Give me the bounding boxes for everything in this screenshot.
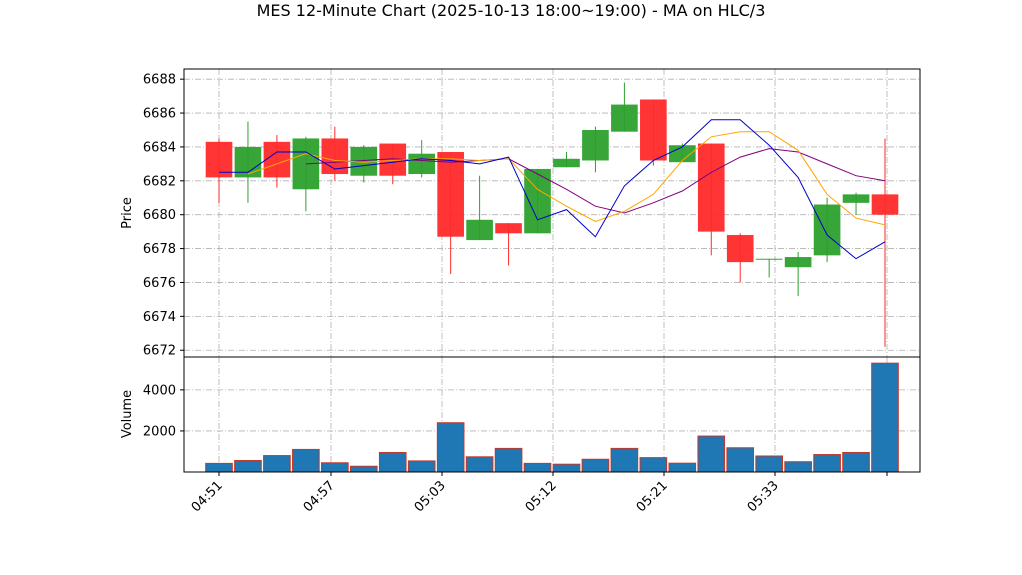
candle-body-down: [205, 141, 233, 178]
candle-body-up: [466, 219, 493, 241]
price-tick-label: 6672: [143, 344, 176, 359]
volume-bar: [349, 465, 378, 473]
candle-body-up: [755, 258, 783, 260]
price-tick-label: 6678: [143, 242, 176, 257]
volume-bar: [436, 422, 465, 473]
volume-bar: [610, 447, 639, 473]
candlesticks: [205, 82, 899, 347]
ma-fast-line: [219, 119, 886, 260]
price-grid: [184, 69, 920, 357]
candle-body-down: [263, 141, 291, 178]
price-ticks: 6672 6674 6676 6678 6680 6682 6684 6686 6688: [143, 73, 184, 359]
price-panel-frame: [183, 68, 921, 358]
price-tick-label: 6684: [143, 140, 176, 155]
volume-bar: [552, 463, 581, 473]
volume-bar: [813, 454, 841, 473]
volume-bar: [668, 462, 697, 473]
price-tick-label: 6674: [143, 310, 176, 325]
x-tick-label: 04:51: [189, 478, 226, 515]
candle-body-up: [813, 204, 841, 256]
x-ticks: 04:51 04:57 05:03 05:12 05:21 05:33: [189, 472, 888, 515]
volume-bar: [784, 461, 812, 473]
volume-bar: [581, 458, 610, 473]
volume-bar: [755, 455, 783, 473]
volume-tick-label: 4000: [143, 383, 176, 398]
chart-title: MES 12-Minute Chart (2025-10-13 18:00~19…: [257, 1, 766, 20]
candle-body-up: [292, 138, 320, 190]
volume-bar: [378, 451, 407, 473]
candle-body-up: [668, 145, 696, 163]
volume-bar: [842, 451, 870, 473]
volume-grid: [184, 357, 920, 472]
x-tick-label: 05:03: [412, 478, 449, 515]
volume-bar: [263, 455, 291, 473]
candle-body-down: [726, 235, 754, 263]
volume-ticks: 2000 4000: [143, 383, 184, 439]
x-tick-label: 04:57: [301, 478, 338, 515]
candle-body-down: [697, 143, 725, 232]
volume-bar: [726, 447, 755, 473]
price-tick-label: 6676: [143, 276, 176, 291]
volume-axis-label: Volume: [120, 390, 135, 438]
volume-bar: [639, 457, 668, 473]
volume-panel-frame: [183, 356, 921, 473]
volume-bar: [465, 456, 494, 473]
candle-body-up: [408, 153, 436, 175]
candle-body-up: [611, 104, 638, 132]
volume-bar: [292, 448, 320, 473]
x-tick-label: 05:33: [745, 478, 782, 515]
volume-bar: [205, 462, 233, 473]
price-tick-label: 6680: [143, 208, 176, 223]
candle-body-up: [553, 158, 580, 168]
price-axis-label: Price: [120, 197, 135, 229]
candle-body-down: [437, 152, 464, 237]
volume-bar: [523, 462, 552, 473]
volume-bar: [407, 460, 436, 473]
candle-body-up: [842, 194, 870, 203]
volume-bar: [871, 362, 899, 473]
volume-bars: [205, 362, 899, 473]
candle-body-down: [495, 223, 522, 234]
x-tick-label: 05:12: [523, 478, 560, 515]
ma-slow-line: [305, 148, 886, 214]
volume-bar: [321, 462, 349, 473]
candle-body-up: [784, 257, 812, 268]
volume-bar: [697, 435, 726, 473]
moving-average-lines: [219, 119, 886, 260]
volume-bar: [234, 460, 262, 473]
ma-mid-line: [247, 131, 886, 226]
x-tick-label: 05:21: [634, 478, 671, 515]
volume-tick-label: 2000: [143, 424, 176, 439]
candle-body-up: [582, 129, 609, 161]
volume-bar: [494, 447, 523, 473]
price-tick-label: 6682: [143, 174, 176, 189]
candle-body-down: [640, 99, 667, 161]
price-tick-label: 6688: [143, 73, 176, 88]
candle-body-up: [234, 146, 262, 178]
candle-body-down: [871, 194, 899, 215]
price-tick-label: 6686: [143, 107, 176, 122]
